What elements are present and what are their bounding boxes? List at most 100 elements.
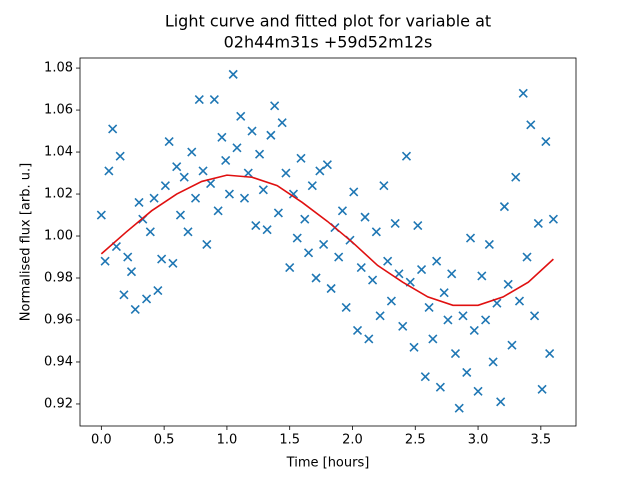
- data-point: [390, 218, 400, 228]
- fit-line: [100, 174, 554, 307]
- data-point: [356, 262, 366, 273]
- y-axis-label: Normalised flux [arb. u.]: [19, 163, 34, 321]
- data-point: [175, 210, 186, 220]
- data-point: [209, 94, 219, 105]
- data-point: [251, 220, 261, 231]
- data-point: [383, 256, 393, 266]
- data-point: [213, 206, 223, 216]
- data-point: [364, 334, 374, 344]
- x-tick-label: 1.0: [217, 433, 238, 448]
- data-point: [270, 101, 280, 111]
- data-point: [375, 311, 385, 321]
- data-point: [141, 294, 152, 304]
- data-point: [115, 151, 125, 161]
- y-tick-label: 1.08: [44, 61, 73, 76]
- data-point: [198, 166, 208, 176]
- data-point: [458, 311, 468, 321]
- data-point: [164, 136, 174, 147]
- data-point: [292, 233, 302, 243]
- data-point: [322, 160, 332, 170]
- y-tick-label: 0.94: [44, 354, 73, 369]
- y-tick-label: 1.02: [44, 187, 73, 202]
- data-point: [224, 189, 234, 199]
- x-tick-label: 3.0: [468, 433, 489, 448]
- data-point: [319, 239, 329, 249]
- data-point: [258, 185, 268, 195]
- data-point: [360, 212, 370, 222]
- y-tick-label: 0.92: [44, 396, 73, 411]
- data-point: [371, 227, 381, 237]
- data-point: [428, 334, 438, 344]
- data-point: [447, 269, 457, 279]
- y-tick-label: 1.04: [44, 145, 73, 160]
- x-tick-label: 0.5: [154, 433, 175, 448]
- data-point: [337, 206, 348, 216]
- data-point: [450, 349, 461, 359]
- data-point: [529, 311, 540, 321]
- data-point: [239, 193, 250, 203]
- data-point: [300, 214, 310, 224]
- data-point: [352, 325, 363, 336]
- data-point: [401, 151, 412, 161]
- data-point: [462, 367, 472, 378]
- data-point: [285, 262, 295, 273]
- data-point: [254, 149, 265, 159]
- data-point: [499, 202, 509, 212]
- data-point: [435, 382, 445, 392]
- data-point: [108, 124, 118, 134]
- data-point: [126, 267, 137, 277]
- data-point: [194, 94, 204, 105]
- data-point: [243, 168, 253, 178]
- data-point: [100, 256, 110, 266]
- x-tick-label: 3.5: [530, 433, 551, 448]
- data-point: [488, 357, 498, 367]
- data-point: [341, 302, 351, 312]
- plot-frame: [79, 57, 577, 427]
- data-point: [379, 181, 389, 191]
- data-point: [228, 69, 238, 79]
- data-point: [522, 252, 532, 262]
- data-point: [514, 296, 525, 306]
- data-point: [281, 168, 291, 178]
- data-point: [503, 279, 513, 289]
- data-point: [548, 214, 558, 224]
- data-point: [123, 252, 133, 262]
- data-point: [465, 233, 476, 243]
- data-point: [413, 220, 423, 231]
- data-point: [315, 166, 325, 176]
- data-point: [368, 275, 378, 285]
- data-point: [409, 342, 419, 352]
- x-tick-label: 0.0: [91, 433, 112, 448]
- data-point: [349, 187, 359, 197]
- data-point: [206, 178, 216, 189]
- data-point: [96, 210, 106, 220]
- data-point: [273, 208, 283, 218]
- data-point: [288, 189, 299, 199]
- y-tick-label: 0.98: [44, 271, 73, 286]
- data-point: [507, 340, 517, 350]
- data-point: [526, 120, 536, 130]
- data-point: [303, 248, 314, 258]
- x-tick-label: 2.0: [342, 433, 363, 448]
- data-point: [386, 296, 396, 306]
- data-point: [420, 372, 430, 382]
- data-point: [481, 315, 491, 325]
- data-point: [416, 265, 427, 275]
- data-point: [326, 283, 336, 294]
- data-point: [537, 384, 547, 394]
- y-tick-label: 1.06: [44, 103, 73, 118]
- data-point: [443, 315, 453, 325]
- data-point: [439, 288, 449, 298]
- data-point: [432, 256, 442, 266]
- y-tick-label: 1.00: [44, 229, 73, 244]
- data-point: [183, 227, 193, 237]
- data-point: [511, 172, 521, 182]
- x-tick-label: 1.5: [279, 433, 300, 448]
- data-point: [262, 225, 272, 235]
- data-point: [533, 218, 543, 228]
- data-point: [266, 130, 276, 140]
- data-point: [424, 302, 434, 312]
- y-tick-label: 0.96: [44, 312, 73, 327]
